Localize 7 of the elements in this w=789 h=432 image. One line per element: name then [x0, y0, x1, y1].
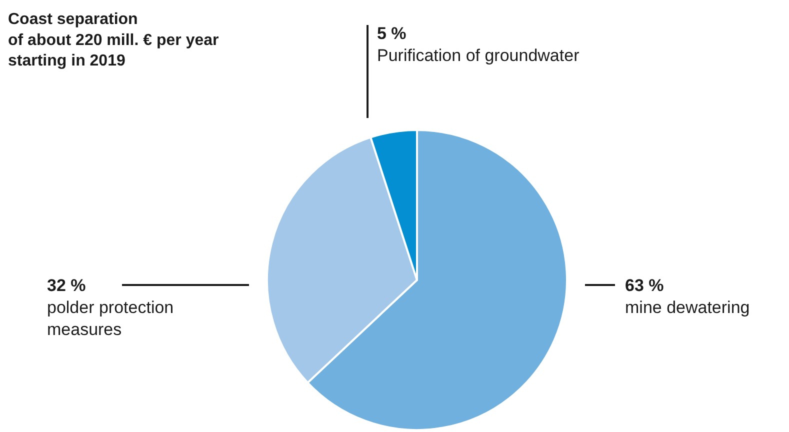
- slice-label: Purification of groundwater: [377, 46, 580, 66]
- data-label: 63 %: [625, 276, 664, 295]
- slice-label: mine dewatering: [625, 298, 750, 318]
- chart-title: Coast separation of about 220 mill. € per year starting in 2019: [8, 11, 219, 70]
- slice-label: polder protection measures: [47, 298, 174, 340]
- data-label: 32 %: [47, 276, 86, 295]
- data-label: 5 %: [377, 24, 406, 43]
